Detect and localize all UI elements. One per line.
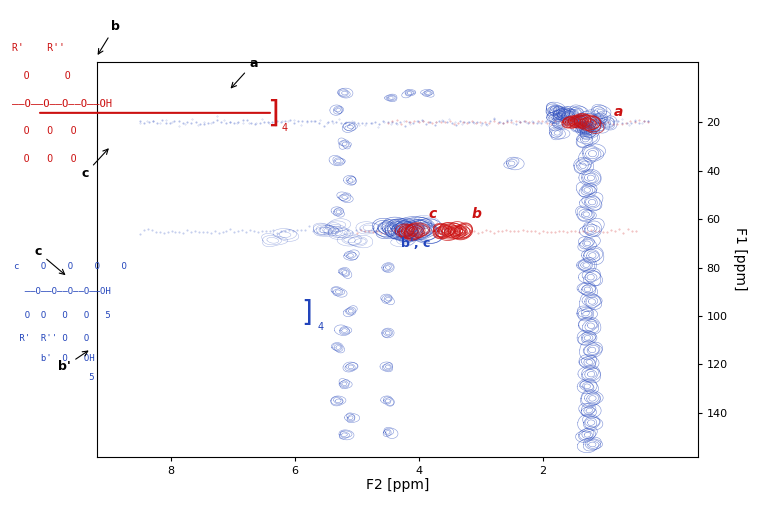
- Text: b'  O   OH: b' O OH: [15, 354, 95, 363]
- Text: b': b': [58, 351, 88, 373]
- Text: R'  R'' O   O: R' R'' O O: [15, 334, 90, 343]
- Y-axis label: F1 [ppm]: F1 [ppm]: [733, 227, 747, 291]
- Text: O  O   O   O   5: O O O O 5: [15, 311, 111, 320]
- Text: 5: 5: [15, 373, 95, 382]
- Text: a: a: [614, 105, 623, 119]
- Text: b', c: b', c: [401, 237, 430, 250]
- Text: ——O——O——O——O——OH: ——O——O——O——O——OH: [15, 287, 111, 296]
- Text: O   O   O: O O O: [12, 126, 77, 136]
- Text: b: b: [471, 207, 481, 221]
- Text: 4: 4: [281, 123, 288, 133]
- Text: ]: ]: [267, 98, 279, 127]
- Text: a: a: [231, 57, 258, 88]
- Text: c: c: [428, 207, 436, 221]
- Text: b: b: [98, 20, 119, 54]
- Text: ]: ]: [301, 299, 312, 327]
- X-axis label: F2 [ppm]: F2 [ppm]: [366, 479, 429, 492]
- Text: R'    R'': R' R'': [12, 43, 65, 53]
- Text: c    O    O    O    O: c O O O O: [15, 263, 127, 271]
- Text: c: c: [81, 149, 108, 181]
- Text: O   O   O: O O O: [12, 154, 77, 164]
- Text: c: c: [34, 246, 64, 274]
- Text: ——O——O——O——O——OH: ——O——O——O——O——OH: [12, 98, 112, 109]
- Text: O      O: O O: [12, 71, 71, 81]
- Text: 4: 4: [318, 322, 324, 332]
